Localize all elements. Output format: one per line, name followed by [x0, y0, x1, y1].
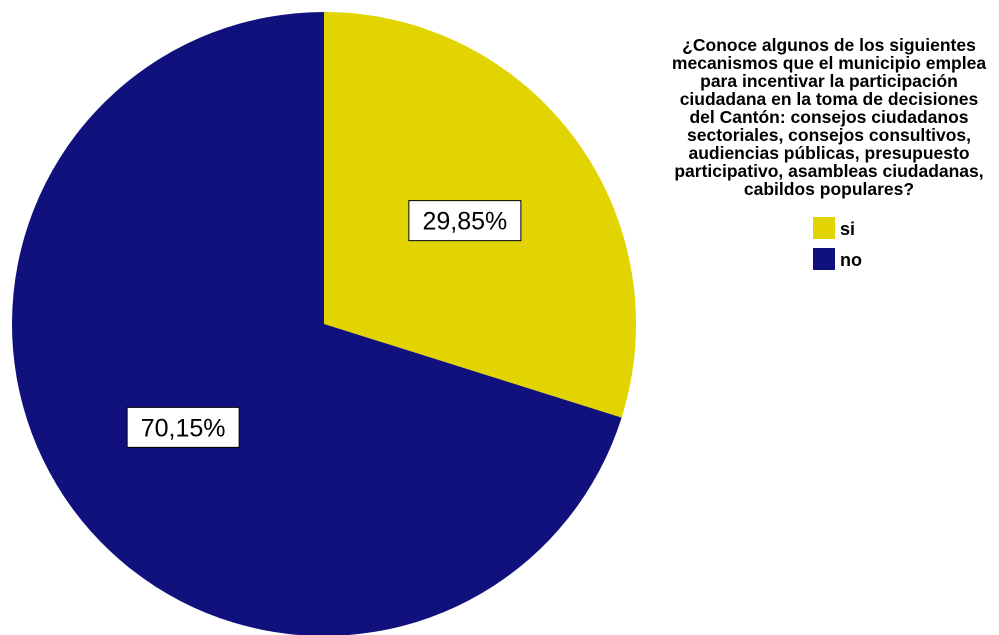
data-label-text: 70,15% — [141, 414, 226, 442]
data-label-box — [126, 406, 240, 448]
data-label-no: 70,15% — [126, 406, 240, 448]
legend-item-no: no — [813, 248, 862, 270]
data-label-si: 29,85% — [408, 200, 522, 242]
pie-data-labels: 29,85% 70,15% — [126, 200, 522, 448]
legend-swatch — [813, 248, 835, 270]
legend-swatch — [813, 217, 835, 239]
data-label-text: 29,85% — [422, 208, 507, 236]
pie-slice-no — [12, 12, 622, 635]
data-label-box — [408, 200, 522, 242]
legend: ¿Conoce algunos de los siguientes mecanis… — [672, 35, 986, 270]
legend-items: si no — [813, 217, 862, 270]
legend-label: no — [840, 250, 862, 270]
pie-slices — [12, 12, 636, 635]
legend-label: si — [840, 219, 855, 239]
legend-title: ¿Conoce algunos de los siguientes mecanis… — [672, 35, 986, 199]
legend-item-si: si — [813, 217, 855, 239]
